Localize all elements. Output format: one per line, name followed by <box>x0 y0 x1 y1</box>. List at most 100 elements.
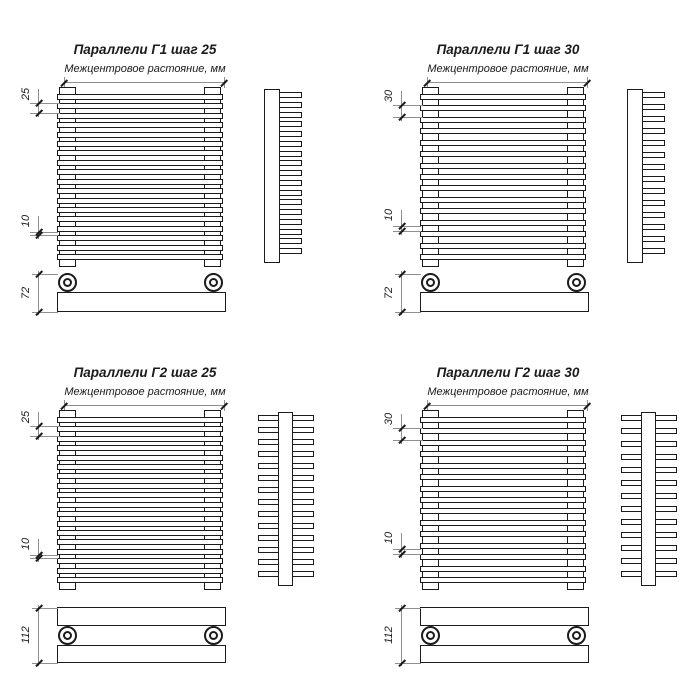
extension-line <box>32 311 58 313</box>
variant-g2-step25: Параллели Г2 шаг 25 Межцентровое растоян… <box>0 323 350 667</box>
tube-bar <box>420 116 586 123</box>
tube-bar <box>57 188 223 195</box>
extension-line <box>393 428 423 430</box>
front-view <box>57 87 223 267</box>
tube-bar <box>420 497 586 503</box>
tube-bar <box>420 208 586 215</box>
center-distance-label: Межцентровое растояние, мм <box>64 386 226 398</box>
variant-title: Параллели Г2 шаг 30 <box>436 365 580 380</box>
tube-bar <box>57 435 223 442</box>
dim-label: 10 <box>20 537 32 550</box>
tube-bar <box>420 577 586 583</box>
variant-title: Параллели Г1 шаг 25 <box>73 42 217 57</box>
dimension-line <box>38 538 39 563</box>
tube-bar <box>57 548 223 555</box>
tube-bar <box>420 531 586 538</box>
dimension-line <box>427 82 588 83</box>
tube-bar <box>57 492 223 499</box>
dimension-line <box>427 405 588 406</box>
bottom-view <box>57 273 226 312</box>
extension-line <box>30 235 58 237</box>
extension-line <box>32 607 58 609</box>
dimension-line <box>401 271 402 315</box>
tube-bar <box>420 519 586 526</box>
extension-line <box>393 105 423 107</box>
tube-bar <box>57 169 223 176</box>
pipe-connector-inner <box>426 631 435 640</box>
extension-line <box>393 225 421 227</box>
tube-bar <box>420 219 586 226</box>
side-collector <box>641 412 656 586</box>
extension-line <box>30 554 58 556</box>
extension-line <box>32 662 58 664</box>
tube-bar <box>57 426 223 433</box>
dimension-line <box>401 532 402 559</box>
tube-bar <box>57 197 223 204</box>
tube-bar <box>57 577 223 583</box>
tube-bar <box>57 216 223 223</box>
tube-bar <box>420 542 586 549</box>
extension-line <box>393 548 421 550</box>
tube-bar <box>57 511 223 518</box>
tube-bar <box>57 473 223 480</box>
pipe-connector-inner <box>63 631 72 640</box>
tube-bar <box>420 162 586 169</box>
tube-bar <box>57 112 223 119</box>
dim-label: 25 <box>20 411 32 424</box>
extension-line <box>395 273 421 275</box>
tube-bar <box>420 554 586 561</box>
tube-bar <box>57 482 223 489</box>
dimension-line <box>64 82 225 83</box>
tube-bar <box>420 128 586 135</box>
tube-bar <box>420 185 586 192</box>
extension-line <box>393 231 421 233</box>
dim-label: 112 <box>20 626 32 644</box>
variant-title: Параллели Г1 шаг 30 <box>436 42 580 57</box>
dimension-line <box>38 605 39 666</box>
tube-bar <box>420 94 586 100</box>
tube-bar <box>420 105 586 112</box>
tube-bar <box>420 242 586 249</box>
bottom-view <box>57 607 226 663</box>
tube-bar <box>57 520 223 527</box>
collector-body <box>57 645 226 663</box>
tube-bar <box>57 94 223 100</box>
side-collector <box>264 89 280 263</box>
extension-line <box>30 231 58 233</box>
extension-line <box>30 435 60 437</box>
tube-bar <box>57 225 223 232</box>
tube-bar <box>57 464 223 471</box>
center-distance-label: Межцентровое растояние, мм <box>427 386 589 398</box>
tube-bar <box>420 151 586 158</box>
dim-label: 72 <box>20 286 32 300</box>
tube-bar <box>57 567 223 574</box>
tube-bar <box>57 445 223 452</box>
collector-body <box>420 292 589 312</box>
tube-bar <box>420 254 586 260</box>
extension-line <box>393 439 423 441</box>
dim-label: 30 <box>383 413 395 426</box>
dim-label: 25 <box>20 88 32 101</box>
side-view <box>621 412 677 586</box>
side-view <box>264 89 306 263</box>
tube-bar <box>57 558 223 565</box>
tube-bar <box>420 474 586 481</box>
tube-bar <box>57 244 223 251</box>
dim-label: 72 <box>383 286 395 300</box>
dimension-line <box>38 271 39 315</box>
pipe-connector-inner <box>63 278 72 287</box>
tube-bar <box>57 454 223 461</box>
tube-bar <box>420 174 586 180</box>
tube-bar <box>57 206 223 213</box>
side-view <box>258 412 314 586</box>
side-collector <box>278 412 293 586</box>
variant-g2-step30: Параллели Г2 шаг 30 Межцентровое растоян… <box>363 323 700 667</box>
tube-bar <box>420 196 586 203</box>
tube-bar <box>57 159 223 166</box>
tube-bar <box>420 485 586 492</box>
variant-g1-step30: Параллели Г1 шаг 30 Межцентровое растоян… <box>363 0 700 340</box>
tube-bar <box>57 254 223 260</box>
extension-line <box>393 554 421 556</box>
tube-bar <box>420 231 586 238</box>
front-view <box>420 87 586 267</box>
